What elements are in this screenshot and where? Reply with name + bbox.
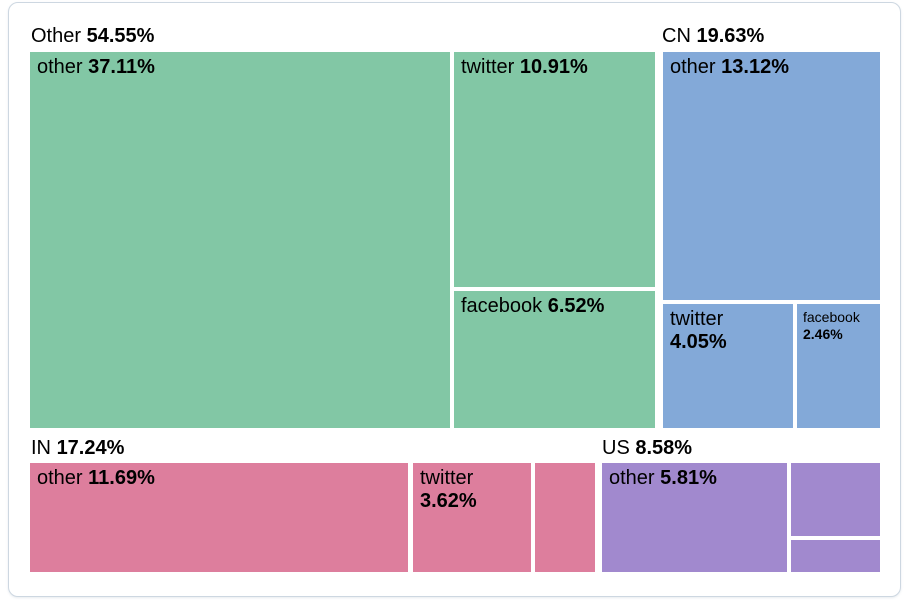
treemap-cell-in-unlabeled[interactable]	[535, 463, 595, 572]
cell-label: facebook 2.46%	[797, 304, 880, 343]
group-name: Other	[31, 25, 82, 47]
cell-percent: 6.52%	[547, 295, 605, 317]
cell-label: other 5.81%	[602, 463, 787, 490]
cell-percent: 5.81%	[660, 467, 717, 489]
group-percent: 8.58%	[635, 437, 693, 459]
treemap-cell-in-twitter[interactable]: twitter 3.62%	[413, 463, 531, 572]
treemap-cell-cn-facebook[interactable]: facebook 2.46%	[797, 304, 880, 428]
cell-percent: 37.11%	[88, 56, 155, 78]
cell-name: other	[609, 467, 655, 489]
cell-name: facebook	[803, 309, 860, 325]
treemap-cell-other-twitter[interactable]: twitter 10.91%	[454, 52, 655, 287]
cell-name: twitter	[670, 308, 724, 330]
cell-label: twitter 10.91%	[454, 52, 655, 79]
treemap-cell-cn-twitter[interactable]: twitter 4.05%	[663, 304, 793, 428]
cell-label: other 37.11%	[30, 52, 450, 79]
cell-label: facebook 6.52%	[454, 291, 655, 318]
cell-percent: 3.62%	[420, 490, 477, 512]
group-label-us: US 8.58%	[602, 437, 692, 459]
cell-label: twitter 4.05%	[663, 304, 793, 354]
group-percent: 54.55%	[86, 25, 155, 47]
group-label-other: Other 54.55%	[31, 25, 154, 47]
treemap-cell-cn-other[interactable]: other 13.12%	[663, 52, 880, 300]
group-label-in: IN 17.24%	[31, 437, 124, 459]
cell-label: other 11.69%	[30, 463, 408, 490]
group-label-cn: CN 19.63%	[662, 25, 764, 47]
group-name: US	[602, 437, 630, 459]
cell-percent: 2.46%	[803, 326, 843, 342]
treemap-cell-us-unlabeled-1[interactable]	[791, 463, 880, 536]
cell-label: twitter 3.62%	[413, 463, 531, 513]
cell-percent: 11.69%	[88, 467, 155, 489]
cell-percent: 13.12%	[721, 56, 789, 78]
group-name: IN	[31, 437, 51, 459]
cell-name: twitter	[461, 56, 515, 78]
cell-percent: 10.91%	[519, 56, 588, 78]
group-percent: 17.24%	[56, 437, 125, 459]
cell-name: other	[37, 467, 83, 489]
treemap-cell-us-other[interactable]: other 5.81%	[602, 463, 787, 572]
group-percent: 19.63%	[696, 25, 765, 47]
treemap-cell-other-facebook[interactable]: facebook 6.52%	[454, 291, 655, 428]
cell-name: facebook	[461, 295, 543, 317]
cell-name: twitter	[420, 467, 474, 489]
cell-label: other 13.12%	[663, 52, 880, 79]
treemap-cell-in-other[interactable]: other 11.69%	[30, 463, 408, 572]
treemap-cell-us-unlabeled-2[interactable]	[791, 540, 880, 572]
group-name: CN	[662, 25, 691, 47]
cell-name: other	[37, 56, 83, 78]
cell-percent: 4.05%	[670, 331, 727, 353]
cell-name: other	[670, 56, 716, 78]
treemap-cell-other-other[interactable]: other 37.11%	[30, 52, 450, 428]
